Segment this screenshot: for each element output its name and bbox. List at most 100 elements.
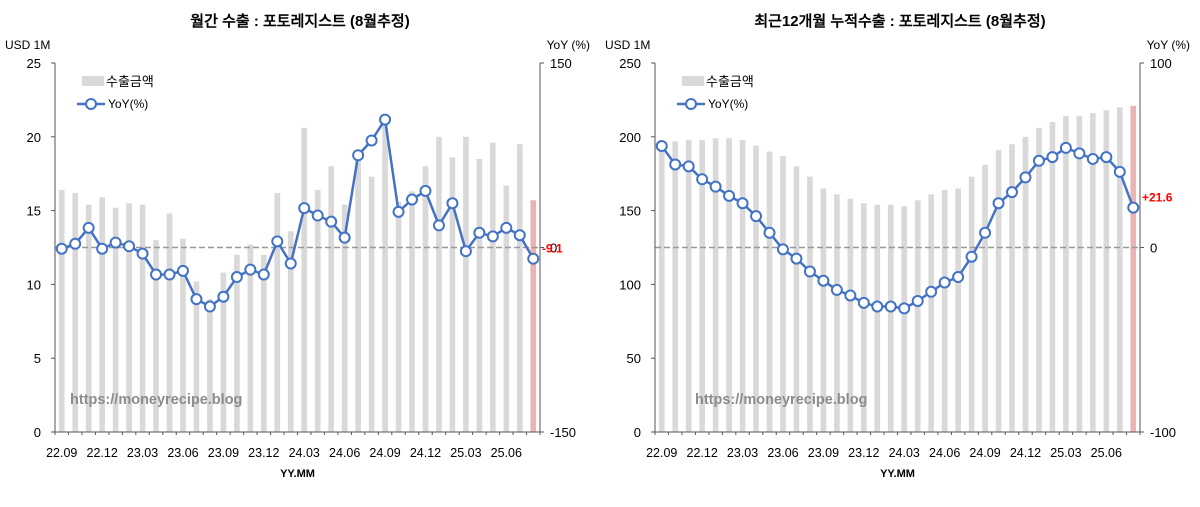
export-bar bbox=[530, 200, 537, 432]
export-bar bbox=[793, 166, 800, 432]
export-bar bbox=[341, 204, 348, 432]
export-bar bbox=[449, 157, 456, 433]
right-axis-tick-label: -150 bbox=[550, 425, 576, 440]
left-axis-tick-label: 0 bbox=[34, 425, 41, 440]
left-axis-tick-label: 15 bbox=[27, 204, 41, 219]
x-axis-tick-label: 24.06 bbox=[929, 446, 960, 460]
monthly-export-chart: 월간 수출 : 포토레지스트 (8월추정) USD 1M YoY (%) 0 5 10 15… bbox=[5, 12, 590, 480]
legend-line-marker bbox=[685, 98, 697, 110]
x-axis-tick-label: 24.03 bbox=[289, 446, 320, 460]
yoy-point bbox=[979, 226, 992, 239]
export-bar bbox=[1022, 136, 1029, 433]
yoy-point bbox=[1046, 151, 1059, 164]
export-bar bbox=[995, 150, 1002, 433]
x-axis-tick-label: 25.03 bbox=[450, 446, 481, 460]
chart-title: 월간 수출 : 포토레지스트 (8월추정) bbox=[190, 12, 409, 30]
left-axis-tick-label: 150 bbox=[619, 204, 641, 219]
yoy-point bbox=[776, 243, 789, 256]
export-bar bbox=[914, 200, 921, 432]
yoy-line bbox=[660, 145, 1135, 310]
legend-line-label: YoY(%) bbox=[708, 97, 748, 111]
legend-line-marker bbox=[85, 98, 97, 110]
export-bar bbox=[739, 139, 746, 432]
yoy-point bbox=[763, 226, 776, 239]
x-axis-tick-label: 24.06 bbox=[329, 446, 360, 460]
export-bar bbox=[1049, 122, 1056, 432]
yoy-point bbox=[284, 257, 297, 270]
export-bar bbox=[658, 144, 665, 432]
yoy-point bbox=[844, 289, 857, 302]
yoy-point bbox=[96, 242, 109, 255]
x-axis-tick-label: 24.09 bbox=[969, 446, 1000, 460]
yoy-point bbox=[365, 134, 378, 147]
yoy-point bbox=[459, 245, 472, 258]
export-bar bbox=[780, 155, 786, 432]
export-bar bbox=[1036, 127, 1042, 432]
x-axis-tick-label: 22.12 bbox=[87, 446, 118, 460]
export-bar bbox=[685, 139, 692, 432]
left-axis-tick-label: 250 bbox=[619, 56, 641, 71]
yoy-point bbox=[244, 263, 257, 276]
yoy-point bbox=[884, 300, 897, 313]
export-bar bbox=[166, 213, 173, 432]
left-axis-tick-label: 20 bbox=[27, 130, 41, 145]
export-bar bbox=[112, 207, 119, 432]
yoy-point bbox=[1059, 141, 1072, 154]
yoy-point bbox=[419, 184, 432, 197]
yoy-point bbox=[1019, 171, 1032, 184]
yoy-point bbox=[190, 293, 203, 306]
yoy-point bbox=[1006, 186, 1019, 199]
export-bar bbox=[672, 141, 679, 432]
yoy-point bbox=[723, 189, 736, 202]
x-axis-tick-label: 23.12 bbox=[248, 446, 279, 460]
right-axis-tick-label: 0 bbox=[550, 241, 557, 256]
export-bar bbox=[355, 154, 361, 432]
left-axis-tick-label: 5 bbox=[34, 351, 41, 366]
export-bar bbox=[503, 185, 510, 432]
export-bar bbox=[820, 188, 827, 432]
export-bar bbox=[712, 138, 719, 432]
right-axis-tick-label: 150 bbox=[550, 56, 572, 71]
yoy-point bbox=[500, 221, 513, 234]
yoy-point bbox=[527, 252, 540, 265]
last-value-label: +21.6 bbox=[1142, 191, 1173, 205]
yoy-point bbox=[750, 210, 763, 223]
yoy-point bbox=[696, 173, 709, 186]
yoy-point bbox=[736, 197, 749, 210]
export-bar bbox=[234, 254, 240, 432]
export-bar bbox=[887, 204, 894, 432]
x-axis-tick-label: 24.03 bbox=[889, 446, 920, 460]
export-bar bbox=[139, 204, 146, 432]
export-bar bbox=[463, 136, 469, 433]
yoy-point bbox=[325, 215, 338, 228]
export-bar bbox=[968, 176, 975, 432]
x-axis-title: YY.MM bbox=[280, 468, 315, 480]
yoy-point bbox=[1100, 151, 1113, 164]
yoy-point bbox=[176, 264, 189, 277]
export-bar bbox=[516, 144, 523, 432]
yoy-point bbox=[965, 250, 978, 263]
x-axis-tick-label: 24.09 bbox=[369, 446, 400, 460]
export-bar bbox=[193, 281, 200, 432]
yoy-point bbox=[709, 180, 722, 193]
export-bar bbox=[314, 189, 321, 432]
yoy-point bbox=[163, 268, 176, 281]
yoy-point bbox=[352, 149, 365, 162]
rolling-12m-export-chart: 최근12개월 누적수출 : 포토레지스트 (8월추정) USD 1M YoY (%)… bbox=[605, 12, 1190, 480]
export-bar bbox=[72, 192, 79, 432]
export-bar bbox=[1076, 116, 1083, 433]
export-bar bbox=[726, 138, 732, 432]
left-axis-tick-label: 200 bbox=[619, 130, 641, 145]
yoy-point bbox=[817, 274, 830, 287]
yoy-point bbox=[938, 276, 951, 289]
export-bar bbox=[847, 198, 854, 432]
x-axis-tick-label: 24.12 bbox=[410, 446, 441, 460]
yoy-point bbox=[55, 242, 68, 255]
legend-bar-label: 수출금액 bbox=[706, 74, 754, 89]
export-bar bbox=[982, 164, 988, 432]
yoy-point bbox=[857, 296, 870, 309]
yoy-point bbox=[379, 113, 392, 126]
left-axis-unit: USD 1M bbox=[605, 38, 650, 52]
export-bar bbox=[1116, 107, 1123, 432]
